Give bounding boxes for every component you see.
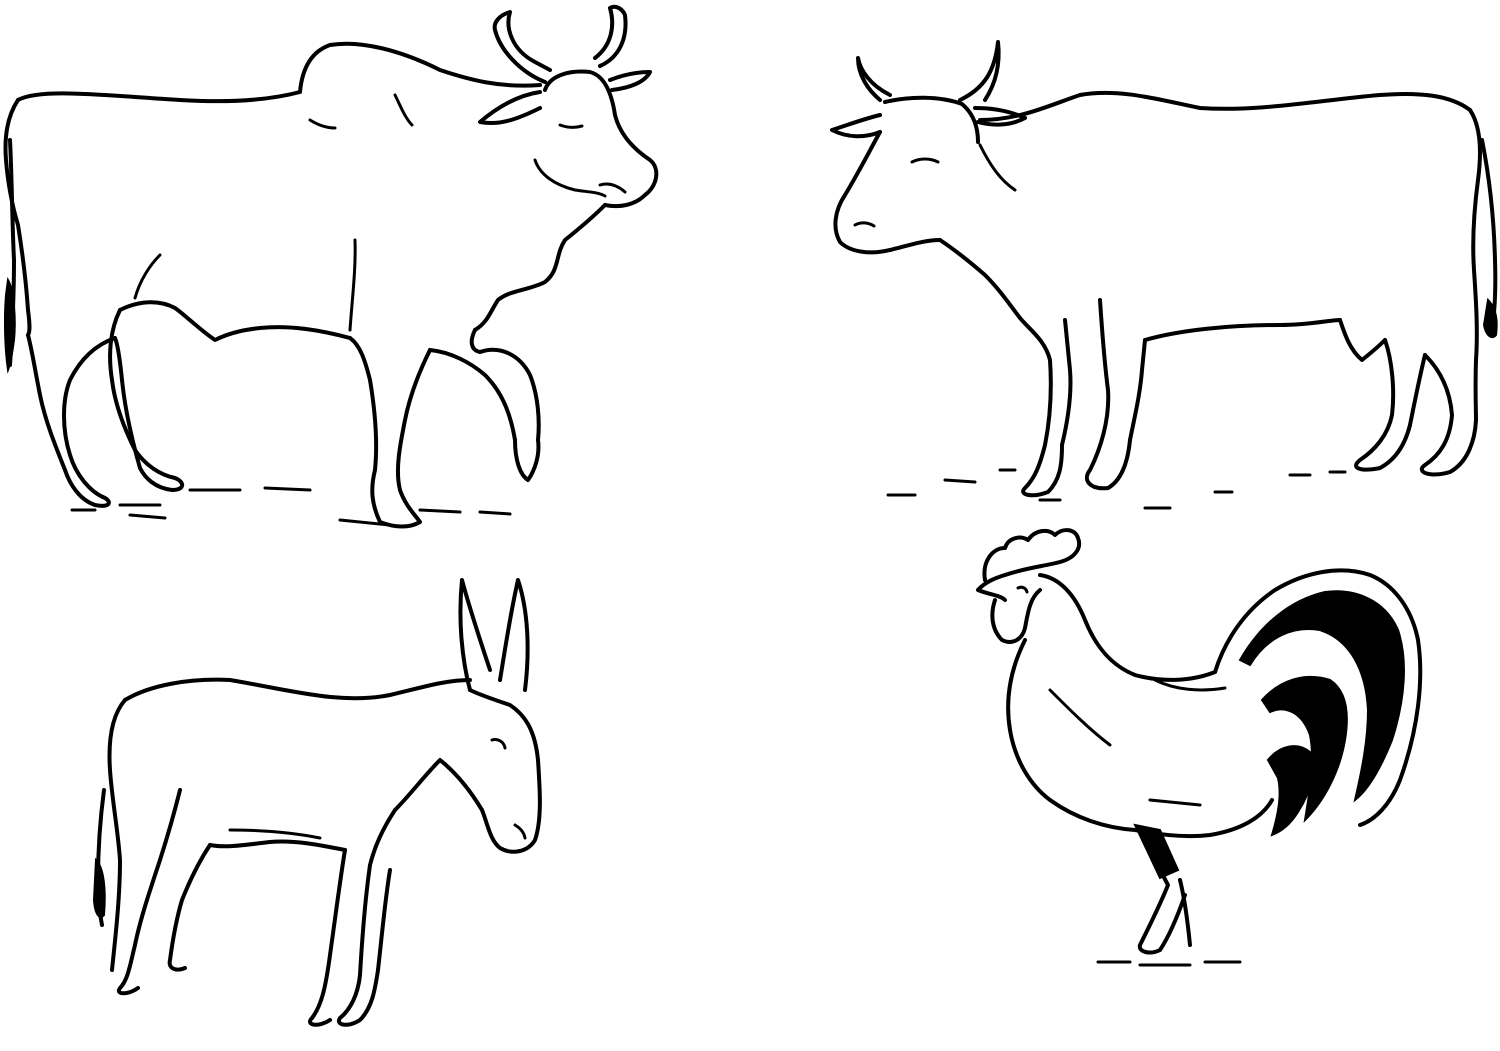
donkey-drawing (92, 578, 542, 1027)
bull-drawing (3, 4, 659, 529)
cow-drawing (830, 40, 1498, 510)
rooster-drawing (976, 528, 1423, 967)
